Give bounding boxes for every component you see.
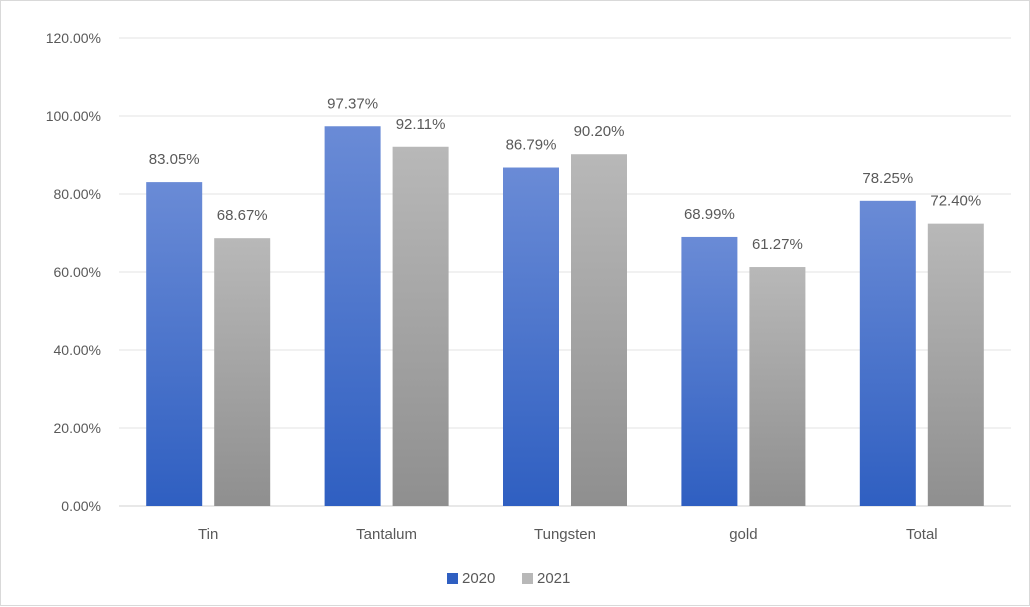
category-label: Tungsten (534, 526, 596, 543)
y-tick-label: 20.00% (54, 420, 101, 436)
y-tick-label: 100.00% (46, 108, 101, 124)
y-axis-ticks: 0.00% 20.00% 40.00% 60.00% 80.00% 100.00% 120.… (46, 30, 101, 514)
bars (146, 126, 984, 507)
x-axis-categories: Tin Tantalum Tungsten gold Total (198, 526, 938, 543)
data-labels: 83.05% 68.67% 97.37% 92.11% 86.79% 90.20% 68.9… (149, 95, 981, 253)
category-label: Tantalum (356, 526, 417, 543)
category-label: Total (906, 526, 938, 543)
data-label: 72.40% (930, 193, 981, 210)
y-tick-label: 120.00% (46, 30, 101, 46)
bar-2021-tantalum (392, 146, 449, 506)
bar-2021-gold (749, 267, 806, 506)
category-label: gold (729, 526, 757, 543)
data-label: 83.05% (149, 151, 200, 168)
data-label: 92.11% (396, 116, 446, 133)
bar-2020-gold (681, 236, 738, 506)
data-label: 97.37% (327, 95, 378, 112)
legend-item-2020: 2020 (447, 570, 495, 587)
y-tick-label: 80.00% (54, 186, 101, 202)
data-label: 68.99% (684, 206, 735, 223)
bar-2020-tantalum (324, 126, 381, 506)
data-label: 90.20% (574, 123, 625, 140)
legend: 2020 2021 (447, 570, 570, 587)
bar-2020-tungsten (503, 167, 559, 507)
data-label: 78.25% (862, 170, 913, 187)
bar-2020-tin (146, 182, 203, 507)
y-tick-label: 40.00% (54, 342, 101, 358)
data-label: 68.67% (217, 207, 268, 224)
legend-label: 2020 (462, 570, 495, 587)
legend-swatch (522, 573, 533, 584)
y-tick-label: 60.00% (54, 264, 101, 280)
legend-label: 2021 (537, 570, 570, 587)
bar-2021-tungsten (571, 154, 627, 506)
data-label: 86.79% (506, 137, 557, 154)
y-tick-label: 0.00% (61, 498, 101, 514)
bar-2021-tin (214, 238, 271, 506)
legend-item-2021: 2021 (522, 570, 570, 587)
legend-swatch (447, 573, 458, 584)
bar-2021-total (927, 223, 984, 506)
data-label: 61.27% (752, 236, 803, 253)
category-label: Tin (198, 526, 218, 543)
bar-2020-total (859, 200, 916, 506)
